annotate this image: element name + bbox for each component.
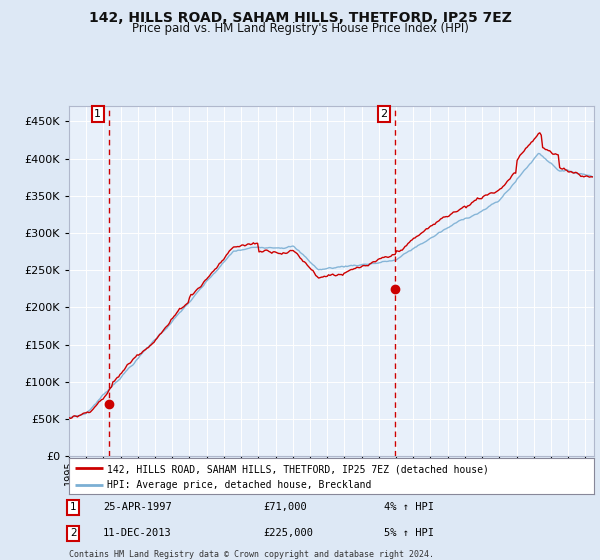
Text: 11-DEC-2013: 11-DEC-2013 [103,528,172,538]
Text: 25-APR-1997: 25-APR-1997 [103,502,172,512]
Text: 5% ↑ HPI: 5% ↑ HPI [384,528,434,538]
Text: Contains HM Land Registry data © Crown copyright and database right 2024.
This d: Contains HM Land Registry data © Crown c… [69,550,434,560]
Text: 1: 1 [94,109,101,119]
Text: Price paid vs. HM Land Registry's House Price Index (HPI): Price paid vs. HM Land Registry's House … [131,22,469,35]
Text: 142, HILLS ROAD, SAHAM HILLS, THETFORD, IP25 7EZ (detached house): 142, HILLS ROAD, SAHAM HILLS, THETFORD, … [107,464,488,474]
Text: 2: 2 [70,528,77,538]
Text: 142, HILLS ROAD, SAHAM HILLS, THETFORD, IP25 7EZ: 142, HILLS ROAD, SAHAM HILLS, THETFORD, … [89,11,511,25]
Text: HPI: Average price, detached house, Breckland: HPI: Average price, detached house, Brec… [107,480,371,491]
Text: £71,000: £71,000 [263,502,307,512]
Text: 1: 1 [70,502,77,512]
Text: 2: 2 [380,109,388,119]
Text: 4% ↑ HPI: 4% ↑ HPI [384,502,434,512]
Text: £225,000: £225,000 [263,528,313,538]
